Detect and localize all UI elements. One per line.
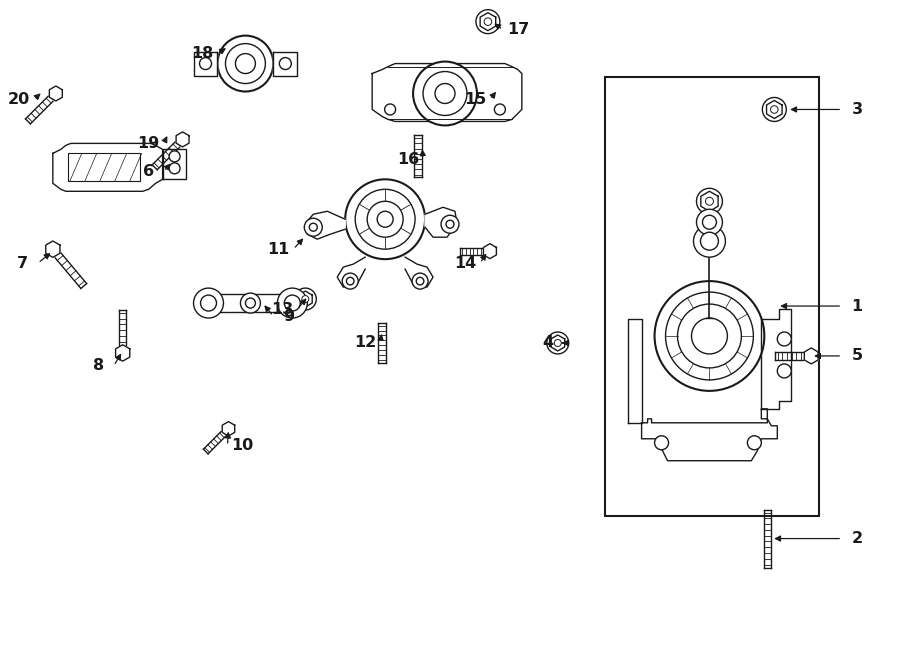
Circle shape xyxy=(194,288,223,318)
Polygon shape xyxy=(46,241,60,257)
Circle shape xyxy=(226,44,266,83)
Circle shape xyxy=(377,212,393,227)
Text: 7: 7 xyxy=(17,256,29,270)
Polygon shape xyxy=(338,257,365,287)
Polygon shape xyxy=(307,212,346,239)
Circle shape xyxy=(706,197,714,206)
Circle shape xyxy=(697,210,723,235)
Circle shape xyxy=(654,281,764,391)
Text: 4: 4 xyxy=(542,336,554,350)
Circle shape xyxy=(218,36,274,91)
Circle shape xyxy=(367,201,403,237)
Polygon shape xyxy=(53,143,163,191)
Text: 19: 19 xyxy=(138,136,160,151)
Circle shape xyxy=(700,232,718,250)
Circle shape xyxy=(240,293,260,313)
Circle shape xyxy=(169,163,180,174)
Text: 16: 16 xyxy=(397,152,419,167)
Polygon shape xyxy=(642,409,778,461)
Circle shape xyxy=(346,179,425,259)
Polygon shape xyxy=(425,208,457,237)
Polygon shape xyxy=(551,335,564,351)
Circle shape xyxy=(294,288,316,310)
Text: 8: 8 xyxy=(94,358,104,373)
Circle shape xyxy=(494,104,506,115)
Text: 1: 1 xyxy=(851,299,863,313)
Text: 14: 14 xyxy=(454,256,476,270)
Text: 18: 18 xyxy=(192,46,213,61)
Circle shape xyxy=(412,273,428,289)
Circle shape xyxy=(554,340,562,346)
Circle shape xyxy=(200,58,212,69)
Polygon shape xyxy=(627,319,642,423)
Circle shape xyxy=(446,220,454,228)
Circle shape xyxy=(423,71,467,116)
Polygon shape xyxy=(405,257,433,287)
Text: 10: 10 xyxy=(231,438,254,453)
Text: 9: 9 xyxy=(283,309,294,323)
Polygon shape xyxy=(767,100,782,118)
Circle shape xyxy=(304,218,322,236)
Circle shape xyxy=(484,18,491,25)
Circle shape xyxy=(435,83,455,104)
Bar xyxy=(68,153,140,181)
Text: 3: 3 xyxy=(851,102,863,117)
Text: 5: 5 xyxy=(851,348,863,364)
Polygon shape xyxy=(480,13,496,30)
Text: 11: 11 xyxy=(267,242,290,256)
Polygon shape xyxy=(222,422,235,436)
Text: 20: 20 xyxy=(8,92,30,107)
Text: 2: 2 xyxy=(851,531,863,546)
Circle shape xyxy=(770,106,778,113)
Circle shape xyxy=(417,278,424,285)
Circle shape xyxy=(346,278,354,285)
Circle shape xyxy=(310,223,318,231)
Text: 17: 17 xyxy=(507,22,529,37)
Text: 6: 6 xyxy=(143,164,154,179)
Polygon shape xyxy=(163,149,185,179)
Text: 15: 15 xyxy=(464,92,486,107)
Polygon shape xyxy=(761,309,791,409)
Text: 13: 13 xyxy=(271,301,293,317)
Circle shape xyxy=(441,215,459,233)
Circle shape xyxy=(703,215,716,229)
Circle shape xyxy=(201,295,217,311)
Circle shape xyxy=(302,295,309,303)
Polygon shape xyxy=(299,291,312,307)
Circle shape xyxy=(476,10,500,34)
Circle shape xyxy=(246,298,256,308)
Circle shape xyxy=(413,61,477,126)
Bar xyxy=(605,77,819,516)
Circle shape xyxy=(778,332,791,346)
Circle shape xyxy=(169,151,180,162)
Polygon shape xyxy=(50,86,62,101)
Polygon shape xyxy=(176,132,189,147)
Polygon shape xyxy=(805,348,818,364)
Circle shape xyxy=(697,188,723,214)
Circle shape xyxy=(279,58,292,69)
Circle shape xyxy=(694,225,725,257)
Circle shape xyxy=(236,54,256,73)
Polygon shape xyxy=(115,345,130,361)
Circle shape xyxy=(384,104,396,115)
Circle shape xyxy=(762,97,787,122)
Text: 12: 12 xyxy=(354,336,376,350)
Bar xyxy=(209,294,292,312)
Circle shape xyxy=(547,332,569,354)
Circle shape xyxy=(778,364,791,378)
Polygon shape xyxy=(194,52,218,75)
Circle shape xyxy=(747,436,761,449)
Polygon shape xyxy=(373,63,522,122)
Circle shape xyxy=(277,288,307,318)
Circle shape xyxy=(342,273,358,289)
Polygon shape xyxy=(274,52,297,75)
Circle shape xyxy=(284,295,301,311)
Polygon shape xyxy=(701,191,718,212)
Circle shape xyxy=(356,189,415,249)
Polygon shape xyxy=(483,244,497,258)
Circle shape xyxy=(654,436,669,449)
